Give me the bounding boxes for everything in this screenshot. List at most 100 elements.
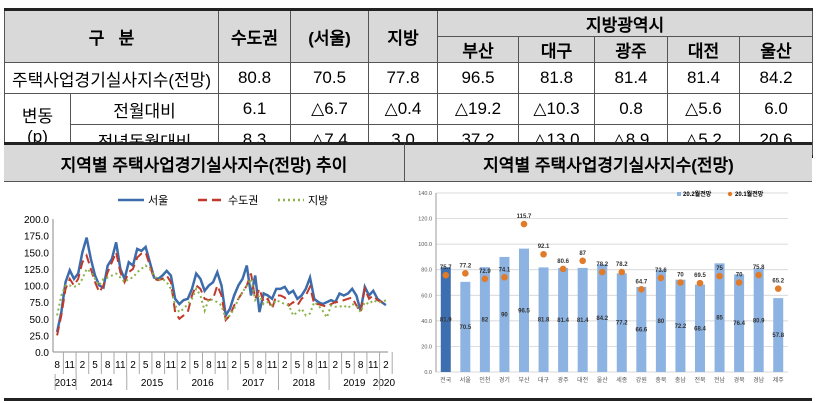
dot: [677, 279, 684, 286]
summary-table: 구 분 수도권 (서울) 지방 지방광역시 부산 대구 광주 대전 울산 주택사업경기실…: [3, 8, 814, 158]
year-label: 2014: [90, 378, 113, 389]
header-2: 광주: [594, 36, 669, 63]
bar-value-label: 81.4: [557, 318, 569, 324]
cell: 96.5: [437, 62, 520, 94]
x-tick-label: 5: [92, 360, 98, 371]
dot-value-label: 75: [716, 266, 723, 272]
y-tick-label: 100.0: [418, 242, 432, 248]
dot: [442, 271, 450, 279]
dot-value-label: 75.8: [753, 265, 765, 271]
bar-value-label: 72.2: [675, 324, 687, 330]
dot-value-label: 115.7: [517, 214, 532, 220]
cell: 6.1: [218, 93, 292, 125]
y-tick-label: 140.0: [418, 191, 432, 197]
bar-value-label: 70.5: [459, 325, 471, 331]
header-3: 대전: [667, 36, 741, 63]
bar-chart: 0.0 20.0 40.0 60.0 80.0 100.0 120.0 140.0 81.9 75…: [418, 190, 788, 384]
bar-value-label: 96.5: [518, 308, 530, 314]
dot: [540, 250, 547, 258]
x-tick-label: 5: [345, 360, 351, 371]
bar: [460, 281, 471, 372]
dot: [774, 285, 782, 292]
dot: [462, 269, 469, 277]
x-tick-label: 11: [368, 360, 379, 371]
bar: [597, 264, 608, 372]
x-tick-label: 2: [231, 360, 237, 371]
dot-value-label: 72.9: [479, 269, 491, 275]
y-tick-label: 125.0: [24, 265, 49, 276]
header-1: 대구: [518, 36, 596, 63]
x-tick-label: 2: [383, 360, 389, 371]
cell: △6.7: [290, 93, 370, 125]
bar-value-label: 81.9: [440, 318, 452, 324]
bar: [538, 267, 549, 372]
x-tick-label: 전북: [694, 376, 706, 384]
legend-swatch: [677, 192, 681, 196]
series-line-지방: [56, 264, 387, 321]
bar-value-label: 80.9: [753, 318, 765, 324]
y-tick-label: 50.0: [30, 315, 50, 326]
line-chart: 0.0 25.0 50.0 75.0 100.0 125.0 150.0 175.0 200.0…: [24, 194, 396, 390]
bar: [479, 267, 490, 372]
divider: [4, 398, 812, 401]
y-tick-label: 150.0: [24, 248, 49, 259]
x-tick-label: 경북: [734, 377, 746, 384]
dot-value-label: 92.1: [538, 244, 550, 250]
x-tick-label: 경남: [753, 376, 765, 384]
dot-value-label: 87: [579, 251, 586, 257]
year-label: 2017: [242, 378, 265, 389]
x-tick-label: 8: [54, 360, 60, 371]
x-tick-label: 5: [295, 360, 301, 371]
bar: [734, 274, 745, 372]
y-tick-label: 20.0: [421, 344, 432, 350]
bar: [636, 286, 647, 372]
change-unit: (p): [27, 127, 48, 146]
bar: [440, 267, 451, 372]
x-tick-label: 2: [282, 360, 288, 371]
x-tick-label: 충북: [655, 376, 667, 384]
bar: [714, 263, 725, 372]
dot-value-label: 74.1: [499, 267, 511, 273]
dot-value-label: 78.2: [596, 262, 608, 268]
x-tick-label: 2: [80, 360, 86, 371]
legend-label: 20.2월전망: [683, 190, 712, 198]
cell: 81.4: [594, 62, 669, 94]
x-tick-label: 11: [115, 360, 126, 371]
bar: [558, 267, 569, 372]
x-tick-label: 전남: [714, 376, 726, 384]
bar: [675, 279, 686, 372]
x-tick-label: 제주: [773, 376, 785, 384]
bar-value-label: 81.8: [538, 318, 550, 324]
x-tick-label: 2: [181, 360, 187, 371]
dot-value-label: 70: [677, 273, 684, 279]
x-tick-label: 11: [317, 360, 328, 371]
cell: 84.2: [739, 62, 814, 94]
series-line-서울: [55, 237, 387, 333]
row-label: 주택사업경기실사지수(전망): [3, 62, 220, 94]
x-tick-label: 11: [166, 360, 177, 371]
dot: [696, 279, 704, 287]
bar-value-label: 68.4: [694, 326, 706, 332]
bar: [577, 267, 588, 372]
legend-label: 수도권: [228, 194, 258, 207]
x-tick-label: 세종: [616, 376, 628, 384]
x-tick-label: 대구: [538, 376, 550, 384]
dot-value-label: 80.6: [557, 259, 569, 265]
cell: 81.4: [667, 62, 741, 94]
y-tick-label: 75.0: [30, 298, 50, 309]
right-chart-title: 지역별 주택사업경기실사지수(전망): [405, 142, 812, 182]
cell: △19.2: [437, 93, 520, 125]
y-tick-label: 60.0: [421, 293, 432, 299]
cell: 0.8: [594, 93, 669, 125]
year-label: 2020: [373, 378, 396, 389]
bar: [695, 284, 705, 372]
dot: [520, 220, 528, 228]
year-label: 2015: [141, 378, 164, 389]
x-tick-label: 8: [257, 360, 263, 371]
bar-value-label: 77.2: [616, 321, 628, 327]
dot-value-label: 77.2: [459, 263, 471, 269]
bar-value-label: 82: [482, 318, 489, 324]
y-tick-label: 0.0: [35, 348, 49, 359]
bar: [773, 298, 784, 372]
dot: [638, 285, 645, 293]
